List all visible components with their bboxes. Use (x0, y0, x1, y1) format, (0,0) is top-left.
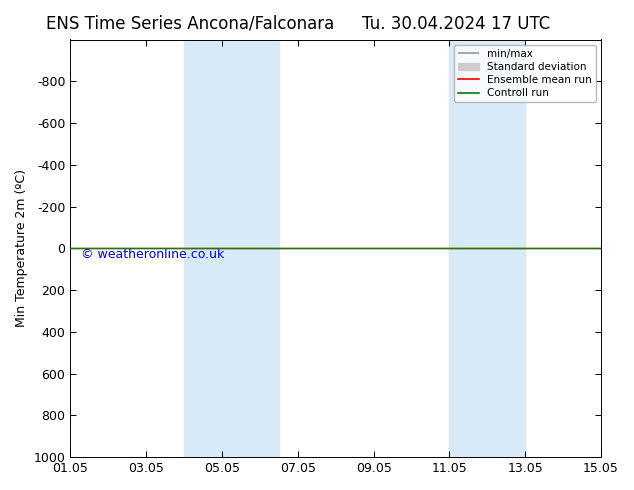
Legend: min/max, Standard deviation, Ensemble mean run, Controll run: min/max, Standard deviation, Ensemble me… (453, 45, 596, 102)
Bar (184, 40, 279, 457)
Bar (450, 40, 525, 457)
Text: © weatheronline.co.uk: © weatheronline.co.uk (81, 248, 224, 261)
Text: ENS Time Series Ancona/Falconara: ENS Time Series Ancona/Falconara (46, 15, 334, 33)
Text: Tu. 30.04.2024 17 UTC: Tu. 30.04.2024 17 UTC (363, 15, 550, 33)
Y-axis label: Min Temperature 2m (ºC): Min Temperature 2m (ºC) (15, 170, 28, 327)
